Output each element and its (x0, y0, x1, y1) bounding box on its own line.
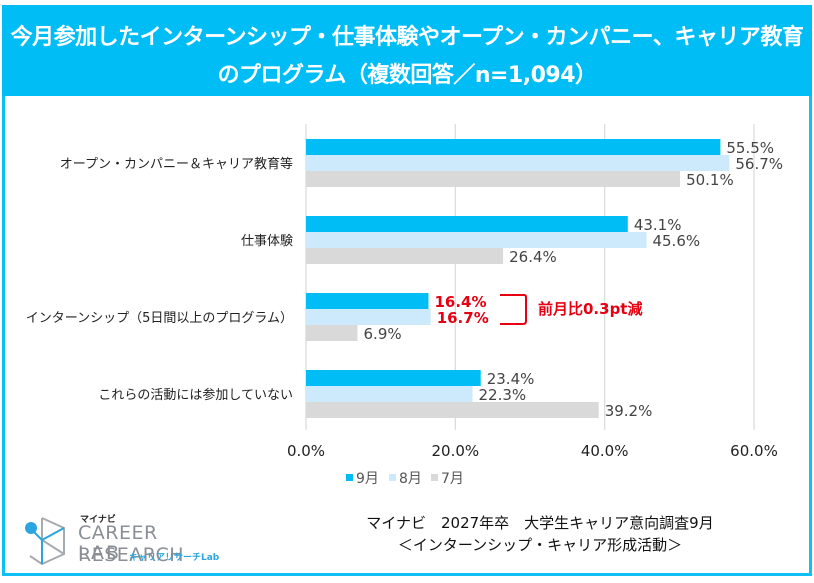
data-label: 55.5% (726, 139, 774, 157)
data-label: 22.3% (479, 386, 527, 404)
x-tick-label: 60.0% (730, 442, 778, 460)
legend-swatch (346, 474, 353, 481)
data-label: 43.1% (634, 216, 682, 234)
legend: 9月 8月 7月 (346, 471, 464, 487)
chart-frame (2, 5, 812, 576)
bar (306, 370, 481, 386)
bars (306, 139, 730, 418)
source-line2: ＜インターンシップ・キャリア形成活動＞ (397, 536, 683, 554)
data-label: 39.2% (605, 402, 653, 420)
bar (306, 139, 721, 155)
category-label: オープン・カンパニー＆キャリア教育等 (60, 156, 293, 172)
logo-brand-main: CAREER RESEARCH (78, 522, 185, 566)
source-note: マイナビ 2027年卒 大学生キャリア意向調査9月 ＜インターンシップ・キャリア… (330, 512, 750, 556)
logo-brand-small: マイナビ (80, 515, 116, 525)
annotation-bracket (500, 294, 527, 325)
bar (306, 155, 730, 171)
logo-cube-icon (25, 517, 65, 566)
bar (306, 325, 358, 341)
bar (306, 386, 473, 402)
legend-swatch (431, 474, 438, 481)
legend-label: 8月 (399, 471, 422, 487)
source-line1: マイナビ 2027年卒 大学生キャリア意向調査9月 (366, 514, 714, 532)
x-tick-label: 0.0% (287, 442, 325, 460)
data-label: 6.9% (364, 325, 402, 343)
chart-title-line2: のプログラム（複数回答／n=1,094） (217, 63, 597, 88)
bar (306, 216, 628, 232)
logo-brand-sub: キャリアリサーチLab (129, 553, 220, 563)
chart-title-banner: 今月参加したインターンシップ・仕事体験やオープン・カンパニー、キャリア教育 のプ… (2, 5, 812, 96)
data-label: 23.4% (487, 370, 535, 388)
chart-title-line1: 今月参加したインターンシップ・仕事体験やオープン・カンパニー、キャリア教育 (10, 25, 804, 50)
bar (306, 309, 431, 325)
bar (306, 293, 429, 309)
x-tick-labels: 0.0% 20.0% 40.0% 60.0% (287, 442, 778, 460)
value-labels: 55.5%56.7%50.1% 43.1%45.6% 26.4% 16.4%16.7%… (364, 139, 783, 420)
legend-swatch (389, 474, 396, 481)
data-label: 56.7% (735, 155, 783, 173)
bar (306, 402, 599, 418)
logo-brand-lab: LAB (78, 542, 122, 564)
data-label: 26.4% (509, 248, 557, 266)
bar (306, 248, 504, 264)
x-tick-label: 20.0% (432, 442, 480, 460)
bar (306, 232, 647, 248)
x-tick-label: 40.0% (581, 442, 629, 460)
category-label: インターンシップ（5日間以上のプログラム） (26, 311, 293, 326)
legend-label: 9月 (356, 471, 379, 487)
category-labels: オープン・カンパニー＆キャリア教育等仕事体験インターンシップ（5日間以上のプログ… (26, 156, 293, 403)
annotation: 前月比0.3pt減 (500, 294, 642, 325)
legend-label: 7月 (441, 471, 464, 487)
career-research-lab-logo: マイナビ CAREER RESEARCH LAB キャリアリサーチLab (22, 510, 252, 566)
data-label: 16.7% (437, 309, 489, 327)
data-label: 45.6% (652, 232, 700, 250)
data-label: 50.1% (686, 171, 734, 189)
data-label: 16.4% (434, 293, 486, 311)
category-label: これらの活動には参加していない (98, 387, 293, 403)
annotation-text: 前月比0.3pt減 (538, 300, 642, 318)
bar (306, 171, 681, 187)
category-label: 仕事体験 (241, 234, 293, 249)
